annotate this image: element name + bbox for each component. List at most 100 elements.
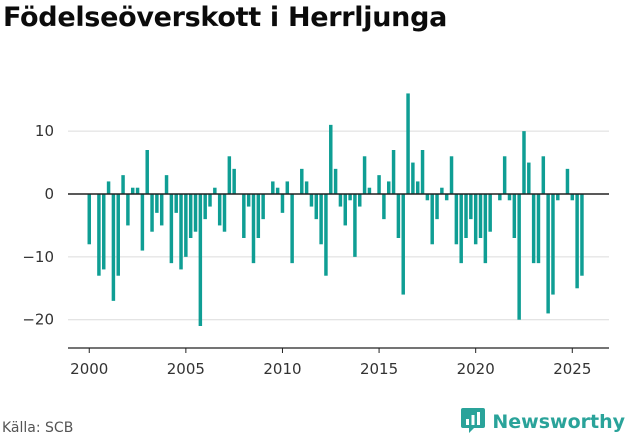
bar <box>275 187 280 194</box>
bar <box>449 156 454 194</box>
source-note: Källa: SCB <box>2 420 74 436</box>
bar-chart-logo-icon <box>460 406 486 438</box>
y-tick-label: −20 <box>22 311 54 329</box>
bar <box>546 194 550 314</box>
bar <box>473 194 478 245</box>
bar <box>406 93 410 194</box>
bar <box>411 162 415 194</box>
bar <box>338 194 343 207</box>
chart-title: Födelseöverskott i Herrljunga <box>3 2 448 33</box>
bar <box>459 194 463 264</box>
bar <box>102 194 106 270</box>
bar <box>343 194 348 226</box>
brand-name: Newsworthy <box>492 411 625 433</box>
bar <box>87 194 91 245</box>
bar <box>396 194 401 238</box>
bar <box>377 175 381 194</box>
bar <box>126 194 130 226</box>
bar <box>304 181 309 194</box>
x-tick-label: 2000 <box>70 360 108 378</box>
bar <box>203 194 207 220</box>
bar <box>242 194 246 238</box>
bar <box>575 194 579 289</box>
bar <box>106 181 111 194</box>
x-tick-label: 2020 <box>457 360 495 378</box>
bar <box>116 194 120 276</box>
bar <box>536 194 541 264</box>
bar <box>300 168 304 194</box>
bar <box>222 194 227 232</box>
x-axis-ticks: 2000 2005 2010 2015 2020 2025 <box>70 348 591 378</box>
bar <box>251 194 256 264</box>
bar <box>391 150 396 194</box>
bar <box>440 187 444 194</box>
bar <box>261 194 265 220</box>
bar <box>227 156 232 194</box>
bar <box>188 194 193 238</box>
bar <box>155 194 159 213</box>
bar <box>488 194 492 232</box>
bar <box>435 194 439 220</box>
y-tick-label: −10 <box>22 248 54 266</box>
bar <box>169 194 174 264</box>
bar <box>309 194 314 207</box>
grid-lines <box>68 130 609 321</box>
bar <box>517 194 521 320</box>
bar <box>527 162 531 194</box>
bar <box>570 194 575 201</box>
bar <box>184 194 188 257</box>
bar <box>121 175 125 194</box>
bar <box>401 194 405 295</box>
y-tick-label: 10 <box>35 122 54 140</box>
bar <box>150 194 154 232</box>
bar <box>329 124 333 194</box>
bar <box>285 181 290 194</box>
bar <box>415 181 420 194</box>
bar <box>353 194 357 257</box>
bar <box>271 181 275 194</box>
x-tick-label: 2005 <box>167 360 205 378</box>
bar <box>531 194 536 264</box>
bar <box>213 187 217 194</box>
bar <box>382 194 386 220</box>
bar <box>130 187 135 194</box>
bar <box>314 194 319 220</box>
x-tick-label: 2025 <box>553 360 591 378</box>
bar <box>164 175 169 194</box>
bar <box>193 194 198 232</box>
bar <box>469 194 473 220</box>
bar <box>367 187 372 194</box>
bar <box>502 156 507 194</box>
bar <box>256 194 261 238</box>
bar <box>280 194 285 213</box>
bar <box>246 194 251 207</box>
bar <box>319 194 323 245</box>
bar <box>556 194 560 201</box>
bar <box>580 194 584 276</box>
bar <box>198 194 203 326</box>
brand-logo[interactable]: Newsworthy <box>460 407 625 437</box>
bar <box>362 156 367 194</box>
bar <box>348 194 352 201</box>
bar <box>565 168 570 194</box>
bar <box>507 194 512 201</box>
x-tick-label: 2015 <box>360 360 398 378</box>
bar <box>386 181 391 194</box>
bar <box>498 194 502 201</box>
bar <box>420 150 425 194</box>
bar <box>541 156 546 194</box>
bar <box>430 194 434 245</box>
bar <box>483 194 488 264</box>
bar <box>464 194 468 238</box>
bar <box>425 194 430 201</box>
y-tick-label: 0 <box>44 185 54 203</box>
y-axis-ticks: −20 −10 0 10 <box>22 122 54 329</box>
bar <box>290 194 294 264</box>
bar <box>522 131 526 194</box>
bar <box>232 168 236 194</box>
bar-series <box>87 93 584 326</box>
bar <box>333 168 338 194</box>
bar <box>512 194 517 238</box>
bar <box>208 194 212 207</box>
